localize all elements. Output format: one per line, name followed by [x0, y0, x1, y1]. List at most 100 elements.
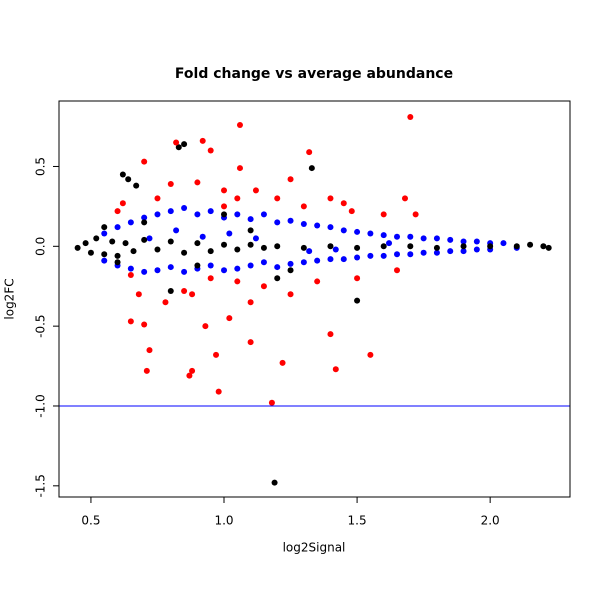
point — [133, 182, 140, 189]
point — [234, 246, 241, 253]
point — [500, 240, 507, 247]
point — [348, 208, 355, 215]
point — [236, 165, 243, 172]
x-tick-label: 2.0 — [481, 514, 500, 528]
point — [173, 227, 180, 234]
point — [119, 200, 126, 207]
point — [127, 272, 134, 279]
plot-frame — [58, 100, 571, 498]
point — [114, 252, 121, 259]
point — [367, 230, 374, 237]
y-tick-label: 0.5 — [34, 157, 48, 176]
point — [340, 256, 347, 263]
point — [167, 264, 174, 271]
point — [236, 121, 243, 128]
point — [279, 359, 286, 366]
y-tick-label: -1.5 — [34, 474, 48, 497]
point — [207, 275, 214, 282]
point — [287, 176, 294, 183]
point — [167, 181, 174, 188]
point — [433, 244, 440, 251]
point — [186, 372, 193, 379]
point — [207, 248, 214, 255]
point — [407, 113, 414, 120]
point — [215, 388, 222, 395]
point — [221, 187, 228, 194]
point — [181, 249, 188, 256]
point — [287, 267, 294, 274]
point — [394, 251, 401, 258]
point — [271, 479, 278, 486]
point — [252, 187, 259, 194]
point — [287, 260, 294, 267]
point — [460, 243, 467, 250]
point — [247, 241, 254, 248]
point — [314, 222, 321, 229]
point — [125, 176, 132, 183]
point — [447, 236, 454, 243]
point — [367, 351, 374, 358]
point — [394, 267, 401, 274]
point — [300, 203, 307, 210]
x-tick-label: 1.5 — [348, 514, 367, 528]
point — [433, 235, 440, 242]
point — [141, 158, 148, 165]
point — [82, 240, 89, 247]
point — [327, 256, 334, 263]
point — [274, 243, 281, 250]
point — [213, 351, 220, 358]
point — [420, 235, 427, 242]
point — [354, 275, 361, 282]
point — [181, 268, 188, 275]
point — [247, 216, 254, 223]
point — [93, 235, 100, 242]
point — [247, 339, 254, 346]
point — [380, 252, 387, 259]
point — [173, 139, 180, 146]
point — [146, 347, 153, 354]
point — [433, 249, 440, 256]
point — [306, 248, 313, 255]
point — [226, 315, 233, 322]
point — [154, 267, 161, 274]
y-tick-label: 0.0 — [34, 237, 48, 256]
point — [314, 257, 321, 264]
point — [268, 399, 275, 406]
point — [306, 149, 313, 156]
point — [221, 267, 228, 274]
point — [473, 238, 480, 245]
point — [119, 171, 126, 178]
point — [380, 211, 387, 218]
point — [407, 251, 414, 258]
point — [327, 224, 334, 231]
point — [260, 259, 267, 266]
point — [135, 291, 142, 298]
point — [407, 243, 414, 250]
point — [308, 165, 315, 172]
x-tick-label: 0.5 — [81, 514, 100, 528]
point — [199, 233, 206, 240]
point — [221, 211, 228, 218]
point — [175, 144, 182, 151]
point — [202, 323, 209, 330]
point — [234, 211, 241, 218]
point — [327, 331, 334, 338]
point — [252, 235, 259, 242]
point — [221, 241, 228, 248]
point — [287, 291, 294, 298]
point — [327, 195, 334, 202]
point — [207, 147, 214, 154]
point — [167, 288, 174, 295]
point — [386, 240, 393, 247]
point — [167, 208, 174, 215]
point — [194, 211, 201, 218]
point — [101, 230, 108, 237]
point — [234, 265, 241, 272]
point — [380, 243, 387, 250]
point — [194, 262, 201, 269]
point — [287, 217, 294, 224]
point — [340, 200, 347, 207]
point — [420, 249, 427, 256]
point — [367, 252, 374, 259]
